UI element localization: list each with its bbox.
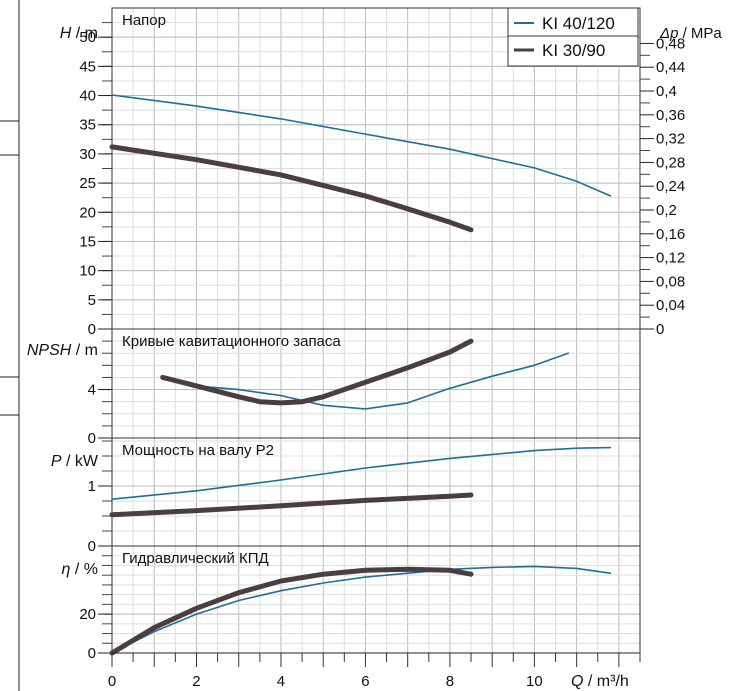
secondary-tick-label: 0,2 [656, 202, 677, 219]
panel-title: Мощность на валу P2 [122, 442, 274, 459]
secondary-axis-var: Δp [659, 25, 678, 42]
y-tick-label: 1 [88, 478, 96, 495]
y-axis-unit: / % [70, 561, 98, 578]
x-axis-var: Q [571, 673, 583, 690]
y-tick-label: 20 [79, 204, 96, 221]
x-axis: 0 2 4 6 8 10 Q / m³/h [108, 652, 641, 690]
x-tick-label: 6 [361, 673, 369, 690]
y-axis-label: H / m [60, 25, 98, 42]
y-tick-label: 45 [79, 58, 96, 75]
secondary-axis-label: Δp / MPa [659, 25, 722, 42]
y-tick-label: 0 [88, 321, 96, 338]
y-tick-label: 20 [79, 606, 96, 623]
secondary-tick-label: 0,12 [656, 250, 685, 267]
curve-power-ki-30-90 [109, 492, 474, 518]
curve-efficiency-ki-40-120 [111, 565, 612, 654]
panel-efficiency: 0 20 Гидравлический КПД η / % [62, 545, 641, 662]
y-axis-var: η [62, 561, 71, 578]
legend-label: KI 30/90 [542, 41, 605, 60]
secondary-tick-label: 0,24 [656, 178, 685, 195]
panel-title: Напор [122, 12, 166, 29]
x-tick-label: 8 [446, 673, 454, 690]
y-axis-var: H [60, 25, 72, 42]
y-axis-unit: / kW [62, 453, 99, 470]
y-axis-label: P / kW [51, 453, 99, 470]
secondary-tick-label: 0,36 [656, 107, 685, 124]
y-axis-var: P [51, 453, 62, 470]
y-axis-label: η / % [62, 561, 98, 578]
secondary-tick-label: 0,08 [656, 273, 685, 290]
y-tick-label: 25 [79, 175, 96, 192]
y-tick-label: 0 [88, 430, 96, 447]
y-axis-var: NPSH [27, 342, 72, 359]
x-tick-label: 2 [192, 673, 200, 690]
panel-head: 0 5 10 15 20 25 30 35 40 45 50 Напор H / m 0 0,04 0,08 0… [60, 7, 722, 338]
legend-frame [507, 7, 639, 67]
legend: KI 40/120 KI 30/90 [507, 7, 639, 67]
x-axis-label: Q / m³/h [571, 673, 629, 690]
x-tick-label: 10 [526, 673, 543, 690]
secondary-axis-unit: / MPa [678, 25, 722, 42]
secondary-tick-label: 0,16 [656, 226, 685, 243]
panel-npsh: 0 4 Кривые кавитационного запаса NPSH / m [27, 328, 641, 447]
y-tick-label: 40 [79, 88, 96, 105]
secondary-tick-label: 0,4 [656, 83, 677, 100]
legend-label: KI 40/120 [542, 14, 615, 33]
curve-head-ki-40-120 [111, 94, 612, 197]
curve-efficiency-ki-30-90 [109, 566, 474, 656]
y-tick-label: 5 [88, 292, 96, 309]
y-axis-unit: / m [71, 342, 98, 359]
curve-npsh-ki-30-90 [160, 338, 474, 406]
y-tick-label: 0 [88, 645, 96, 662]
x-axis-unit: / m³/h [583, 673, 628, 690]
x-tick-label: 4 [277, 673, 285, 690]
y-tick-label: 35 [79, 117, 96, 134]
y-tick-label: 4 [88, 382, 96, 399]
secondary-tick-label: 0,32 [656, 131, 685, 148]
panel-title: Кривые кавитационного запаса [122, 333, 341, 350]
secondary-tick-label: 0 [656, 321, 664, 338]
secondary-tick-label: 0,44 [656, 59, 685, 76]
y-tick-label: 50 [79, 29, 96, 46]
y-tick-label: 30 [79, 146, 96, 163]
y-axis-label: NPSH / m [27, 342, 98, 359]
secondary-tick-label: 0,48 [656, 35, 685, 52]
x-tick-label: 0 [108, 673, 116, 690]
curve-head-ki-30-90 [109, 144, 474, 233]
panel-power: 0 1 Мощность на валу P2 P / kW [51, 437, 641, 555]
y-axis-unit: / m [71, 25, 98, 42]
y-tick-label: 15 [79, 233, 96, 250]
curve-npsh-ki-40-120 [195, 352, 569, 410]
y-tick-label: 10 [79, 263, 96, 280]
secondary-tick-label: 0,04 [656, 297, 685, 314]
curve-power-ki-40-120 [111, 446, 612, 500]
secondary-tick-label: 0,28 [656, 154, 685, 171]
y-tick-label: 0 [88, 538, 96, 555]
panel-title: Гидравлический КПД [122, 550, 269, 567]
